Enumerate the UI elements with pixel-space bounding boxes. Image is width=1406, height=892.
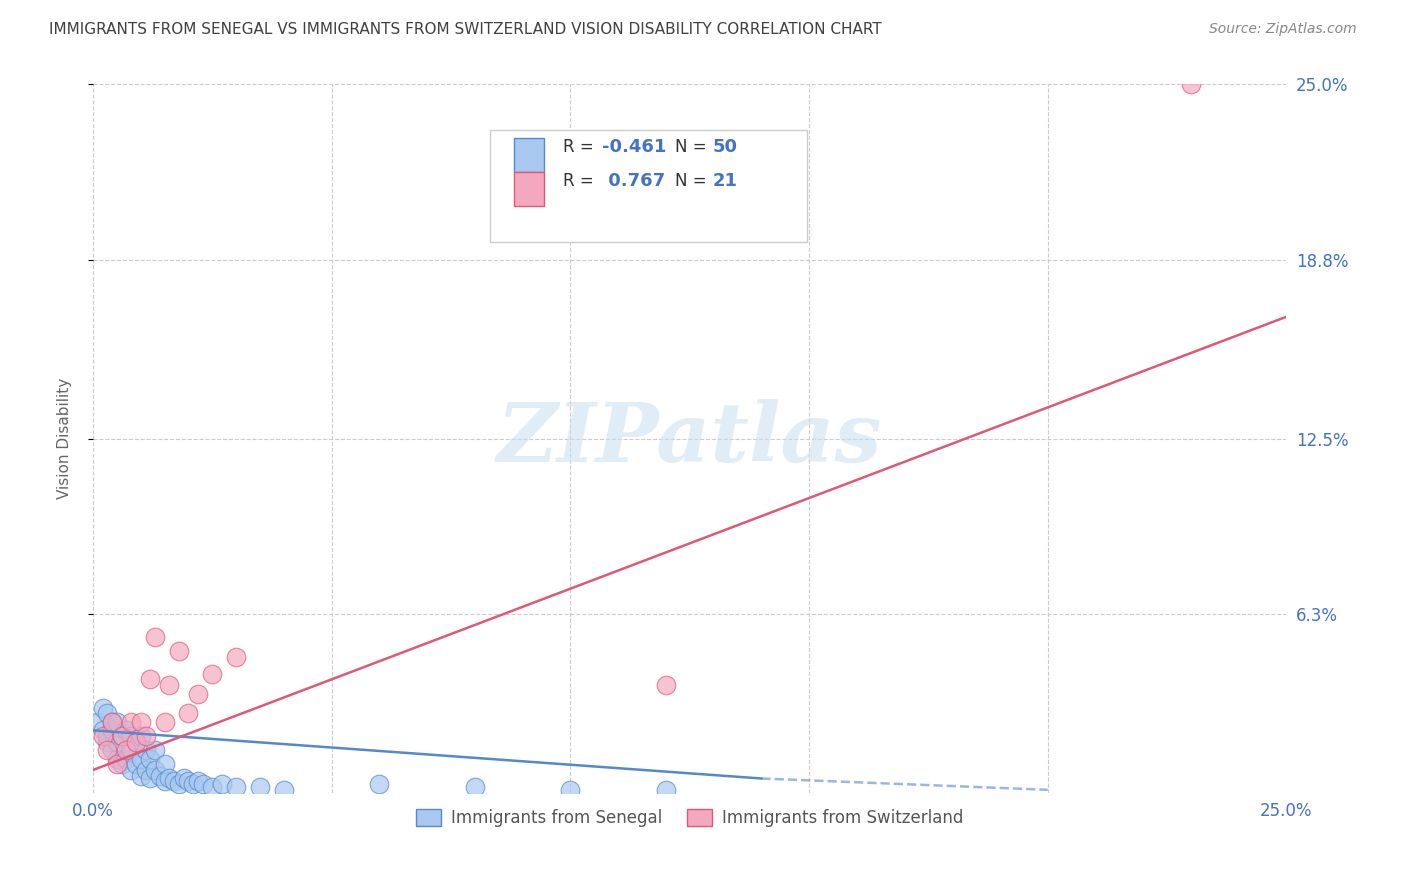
Point <box>149 769 172 783</box>
Point <box>96 729 118 743</box>
Point <box>125 734 148 748</box>
Text: 21: 21 <box>713 172 738 190</box>
Point <box>120 714 142 729</box>
Text: -0.461: -0.461 <box>602 138 666 156</box>
Point <box>1180 78 1202 92</box>
Text: R =: R = <box>562 138 599 156</box>
Point <box>96 706 118 721</box>
Point <box>129 714 152 729</box>
Text: N =: N = <box>675 138 711 156</box>
Point <box>111 729 134 743</box>
Point <box>125 734 148 748</box>
Point <box>368 777 391 791</box>
Point <box>135 763 157 777</box>
Point <box>153 714 176 729</box>
Point <box>167 644 190 658</box>
Point <box>655 782 678 797</box>
Point <box>143 630 166 644</box>
Point <box>115 723 138 738</box>
Text: 50: 50 <box>713 138 738 156</box>
Legend: Immigrants from Senegal, Immigrants from Switzerland: Immigrants from Senegal, Immigrants from… <box>409 803 970 834</box>
Point <box>201 666 224 681</box>
Point <box>273 782 295 797</box>
Point <box>120 743 142 757</box>
Point <box>211 777 233 791</box>
Point <box>187 774 209 789</box>
Text: 0.767: 0.767 <box>602 172 665 190</box>
Point <box>173 772 195 786</box>
Point <box>96 734 118 748</box>
Point <box>129 769 152 783</box>
Point <box>177 706 200 721</box>
Point <box>101 723 124 738</box>
Point <box>91 729 114 743</box>
Point <box>105 734 128 748</box>
Point <box>153 757 176 772</box>
Text: N =: N = <box>675 172 711 190</box>
Point <box>129 729 152 743</box>
Point <box>96 743 118 757</box>
Point <box>181 777 204 791</box>
Point <box>139 772 162 786</box>
Point <box>101 714 124 729</box>
Point <box>87 714 110 729</box>
Point <box>91 723 114 738</box>
Y-axis label: Vision Disability: Vision Disability <box>58 378 72 500</box>
Point <box>191 777 214 791</box>
Point <box>105 757 128 772</box>
Point <box>139 752 162 766</box>
Point <box>139 673 162 687</box>
Point <box>129 752 152 766</box>
Point <box>655 678 678 692</box>
Point <box>120 763 142 777</box>
Point <box>187 686 209 700</box>
Point <box>105 714 128 729</box>
Point <box>153 774 176 789</box>
Point <box>167 777 190 791</box>
Point <box>157 678 180 692</box>
Point <box>201 780 224 794</box>
Point <box>225 649 247 664</box>
Point <box>157 772 180 786</box>
Text: R =: R = <box>562 172 599 190</box>
Point <box>135 729 157 743</box>
Text: Source: ZipAtlas.com: Source: ZipAtlas.com <box>1209 22 1357 37</box>
Point <box>101 714 124 729</box>
Text: IMMIGRANTS FROM SENEGAL VS IMMIGRANTS FROM SWITZERLAND VISION DISABILITY CORRELA: IMMIGRANTS FROM SENEGAL VS IMMIGRANTS FR… <box>49 22 882 37</box>
Text: ZIPatlas: ZIPatlas <box>496 399 883 478</box>
Point <box>101 743 124 757</box>
Point <box>135 743 157 757</box>
Point <box>249 780 271 794</box>
Point <box>163 774 186 789</box>
Point <box>111 729 134 743</box>
Point <box>111 757 134 772</box>
Point <box>115 752 138 766</box>
Point <box>105 752 128 766</box>
Point <box>225 780 247 794</box>
Point <box>177 774 200 789</box>
Point <box>560 782 582 797</box>
Point <box>464 780 486 794</box>
Point <box>143 763 166 777</box>
Point <box>125 757 148 772</box>
Point <box>120 729 142 743</box>
Point <box>115 743 138 757</box>
Point <box>143 743 166 757</box>
Point <box>91 700 114 714</box>
